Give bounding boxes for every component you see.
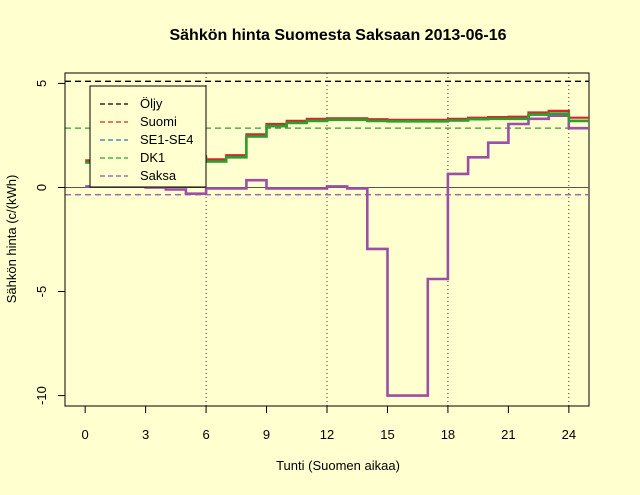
x-tick-label-24: 24	[562, 427, 576, 442]
chart-title: Sähkön hinta Suomesta Saksaan 2013-06-16	[169, 27, 506, 44]
legend-label-suomi: Suomi	[140, 114, 177, 129]
x-tick-label-18: 18	[441, 427, 455, 442]
x-axis-label: Tunti (Suomen aikaa)	[276, 458, 400, 473]
x-tick-label-15: 15	[380, 427, 394, 442]
x-axis: 0 3 6 9 12 15 18 21 24	[82, 405, 576, 442]
y-axis-label: Sähkön hinta (c/(kWh)	[4, 175, 19, 304]
legend-box	[89, 85, 207, 188]
legend: Öljy Suomi SE1-SE4 DK1 Saksa	[89, 85, 207, 188]
series-saksa	[85, 114, 589, 397]
legend-label-dk1: DK1	[140, 150, 165, 165]
x-tick-label-3: 3	[142, 427, 149, 442]
legend-label-öljy: Öljy	[140, 96, 163, 111]
reference-horizontal-lines	[65, 80, 589, 196]
y-tick-label--5: -5	[34, 286, 49, 298]
legend-label-se1-se4: SE1-SE4	[140, 132, 193, 147]
legend-label-saksa: Saksa	[140, 168, 177, 183]
x-tick-label-9: 9	[263, 427, 270, 442]
x-tick-label-6: 6	[202, 427, 209, 442]
x-tick-label-21: 21	[501, 427, 515, 442]
x-tick-label-12: 12	[320, 427, 334, 442]
x-tick-label-0: 0	[82, 427, 89, 442]
y-tick-label--10: -10	[34, 386, 49, 405]
y-tick-label-5: 5	[34, 80, 49, 87]
y-axis: -10 -5 0 5	[34, 80, 66, 405]
y-tick-label-0: 0	[34, 184, 49, 191]
